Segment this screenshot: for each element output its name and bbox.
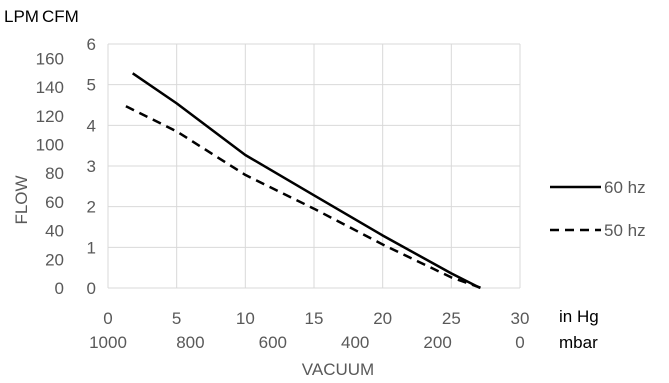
y-tick-label-cfm: 2 <box>87 198 96 217</box>
y-tick-label-cfm: 5 <box>87 76 96 95</box>
legend-label-60hz: 60 hz <box>604 178 646 197</box>
legend-label-50hz: 50 hz <box>604 221 646 240</box>
y-tick-label-lpm: 120 <box>36 107 64 126</box>
y-tick-label-cfm: 0 <box>87 279 96 298</box>
x-tick-label-mbar: 400 <box>341 333 369 352</box>
x-tick-label-inhg: 25 <box>442 309 461 328</box>
x-axis-title: VACUUM <box>302 360 374 379</box>
x-tick-label-inhg: 15 <box>305 309 324 328</box>
x-tick-label-mbar: 600 <box>259 333 287 352</box>
y-tick-label-lpm: 20 <box>45 250 64 269</box>
x-unit-inhg: in Hg <box>559 307 599 326</box>
y-tick-label-cfm: 6 <box>87 35 96 54</box>
y-tick-label-cfm: 3 <box>87 157 96 176</box>
x-tick-label-inhg: 30 <box>511 309 530 328</box>
series-lines <box>125 72 482 290</box>
y-tick-label-lpm: 140 <box>36 78 64 97</box>
y-axis-cfm-ticks: 0 1 2 3 4 5 6 <box>87 35 96 298</box>
series-line-60hz <box>131 72 481 290</box>
lpm-unit-header: LPM <box>4 7 39 26</box>
x-axis-inhg-ticks: 0 5 10 15 20 25 30 <box>103 309 529 328</box>
x-tick-label-mbar: 800 <box>176 333 204 352</box>
cfm-unit-header: CFM <box>42 7 79 26</box>
y-tick-label-lpm: 160 <box>36 49 64 68</box>
y-axis-title: FLOW <box>12 175 31 224</box>
y-tick-label-cfm: 1 <box>87 238 96 257</box>
y-tick-label-lpm: 80 <box>45 164 64 183</box>
x-tick-label-inhg: 10 <box>236 309 255 328</box>
y-tick-label-cfm: 4 <box>87 116 96 135</box>
x-tick-label-mbar: 0 <box>515 333 524 352</box>
y-tick-label-lpm: 40 <box>45 222 64 241</box>
x-unit-mbar: mbar <box>559 333 598 352</box>
y-tick-label-lpm: 100 <box>36 135 64 154</box>
x-axis-mbar-ticks: 1000 800 600 400 200 0 <box>89 333 525 352</box>
x-tick-label-inhg: 20 <box>373 309 392 328</box>
series-line-50hz <box>125 105 482 290</box>
x-tick-label-mbar: 200 <box>423 333 451 352</box>
x-tick-label-inhg: 0 <box>103 309 112 328</box>
y-tick-label-lpm: 0 <box>55 279 64 298</box>
x-tick-label-inhg: 5 <box>172 309 181 328</box>
x-tick-label-mbar: 1000 <box>89 333 127 352</box>
y-tick-label-lpm: 60 <box>45 193 64 212</box>
legend: 60 hz 50 hz <box>550 178 646 240</box>
y-axis-lpm-ticks: 0 20 40 60 80 100 120 140 160 <box>36 49 64 298</box>
gridlines <box>107 43 521 289</box>
